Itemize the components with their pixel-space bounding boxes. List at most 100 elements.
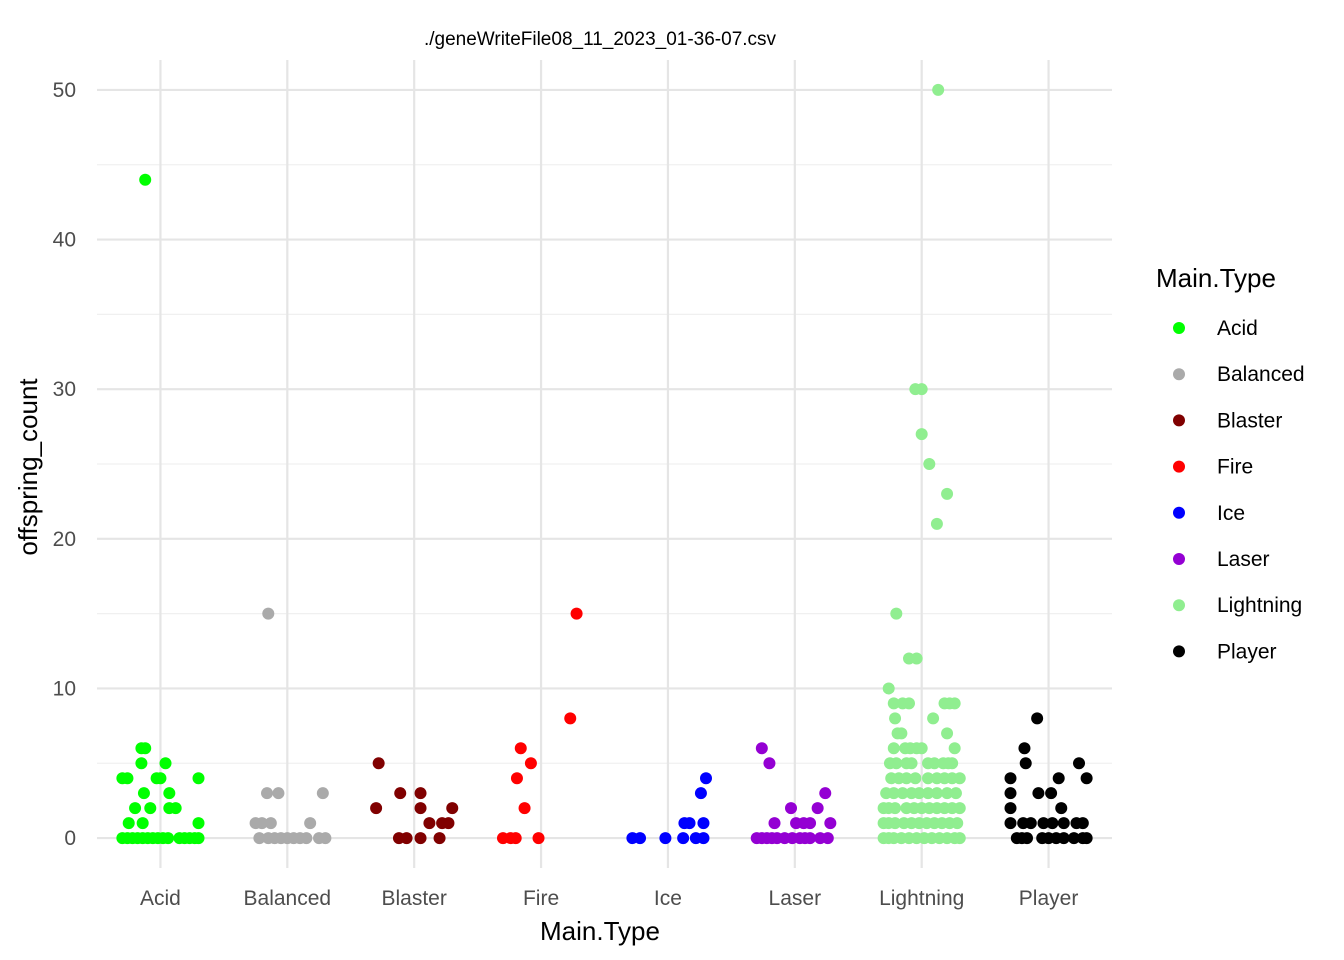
- legend-entries: Acid Balanced Blaster Fire Ice Laser Lightning…: [1173, 317, 1305, 663]
- x-tick-label: Blaster: [382, 887, 447, 910]
- data-point-player: [1031, 712, 1044, 725]
- data-point-lightning: [887, 742, 900, 755]
- data-point-blaster: [446, 802, 459, 815]
- legend-key: [1173, 460, 1185, 473]
- data-point-laser: [804, 832, 817, 845]
- legend-label: Acid: [1217, 317, 1258, 340]
- y-tick-label: 20: [53, 528, 76, 551]
- data-point-player: [1037, 817, 1050, 830]
- data-point-laser: [755, 742, 768, 755]
- data-point-lightning: [900, 772, 913, 785]
- y-axis-ticks: 0 10 20 30 40 50: [53, 79, 76, 850]
- x-tick-label: Player: [1019, 887, 1079, 910]
- data-point-player: [1057, 817, 1070, 830]
- data-point-fire: [524, 757, 537, 770]
- data-point-laser: [785, 802, 798, 815]
- legend-entry-ice: Ice: [1173, 502, 1245, 525]
- data-point-lightning: [889, 712, 902, 725]
- data-point-laser: [811, 802, 824, 815]
- legend-entry-acid: Acid: [1173, 317, 1258, 340]
- legend-entry-laser: Laser: [1173, 548, 1270, 571]
- legend-label: Fire: [1217, 456, 1253, 479]
- data-point-lightning: [932, 83, 945, 96]
- data-point-acid: [163, 787, 176, 800]
- data-point-blaster: [414, 832, 427, 845]
- data-point-player: [1080, 832, 1093, 845]
- data-point-lightning: [922, 787, 935, 800]
- legend-key: [1173, 553, 1185, 565]
- legend-entry-player: Player: [1173, 640, 1277, 663]
- data-point-ice: [694, 787, 707, 800]
- data-point-lightning: [910, 652, 923, 665]
- data-point-acid: [137, 787, 150, 800]
- data-point-acid: [192, 772, 205, 785]
- legend-label: Balanced: [1217, 363, 1305, 386]
- legend-entry-lightning: Lightning: [1173, 594, 1302, 617]
- data-point-player: [1004, 787, 1017, 800]
- legend: Main.Type Acid Balanced Blaster Fire Ice Lase…: [1156, 263, 1305, 663]
- x-tick-label: Acid: [140, 887, 181, 910]
- data-point-acid: [169, 802, 182, 815]
- data-point-lightning: [941, 727, 954, 740]
- data-point-lightning: [915, 383, 928, 396]
- data-point-player: [1045, 787, 1058, 800]
- data-point-blaster: [423, 817, 436, 830]
- data-point-acid: [144, 802, 157, 815]
- data-point-blaster: [414, 802, 427, 815]
- data-point-lightning: [953, 772, 966, 785]
- data-point-lightning: [922, 772, 935, 785]
- x-tick-label: Fire: [523, 887, 559, 910]
- data-point-player: [1019, 757, 1032, 770]
- data-point-lightning: [930, 787, 943, 800]
- x-tick-label: Ice: [654, 887, 682, 910]
- data-point-blaster: [414, 787, 427, 800]
- data-point-lightning: [927, 712, 940, 725]
- data-point-lightning: [923, 458, 936, 470]
- data-point-lightning: [913, 787, 926, 800]
- data-point-player: [1076, 817, 1089, 830]
- data-point-balanced: [304, 817, 317, 830]
- chart-title: ./geneWriteFile08_11_2023_01-36-07.csv: [424, 29, 777, 50]
- data-point-balanced: [319, 832, 332, 845]
- data-point-laser: [763, 757, 776, 770]
- data-point-player: [1073, 757, 1086, 770]
- data-point-ice: [677, 832, 690, 845]
- data-point-lightning: [946, 757, 959, 770]
- data-point-blaster: [372, 757, 385, 770]
- legend-key: [1173, 599, 1185, 612]
- x-tick-label: Lightning: [879, 887, 964, 910]
- data-point-acid: [139, 173, 152, 186]
- data-point-balanced: [261, 787, 274, 800]
- data-point-lightning: [951, 817, 964, 830]
- data-point-acid: [121, 772, 134, 785]
- data-point-lightning: [882, 682, 895, 695]
- data-point-fire: [564, 712, 577, 725]
- legend-entry-fire: Fire: [1173, 456, 1253, 479]
- data-point-player: [1004, 772, 1017, 785]
- legend-key: [1173, 506, 1185, 519]
- data-point-lightning: [953, 832, 966, 845]
- data-point-player: [1020, 832, 1033, 845]
- x-tick-label: Laser: [769, 887, 822, 910]
- legend-label: Laser: [1217, 548, 1270, 571]
- data-point-laser: [804, 817, 817, 830]
- data-point-ice: [659, 832, 672, 845]
- data-point-laser: [821, 832, 834, 845]
- data-point-balanced: [316, 787, 329, 800]
- data-point-lightning: [896, 787, 909, 800]
- data-point-player: [1004, 817, 1017, 830]
- data-point-balanced: [272, 787, 285, 800]
- data-point-player: [1052, 772, 1065, 785]
- data-point-laser: [824, 817, 837, 830]
- data-point-blaster: [442, 817, 455, 830]
- data-point-acid: [192, 817, 205, 830]
- data-point-lightning: [915, 428, 928, 441]
- data-point-lightning: [941, 787, 954, 800]
- x-axis-title: Main.Type: [540, 916, 660, 946]
- data-point-laser: [819, 787, 832, 800]
- y-tick-label: 0: [64, 827, 76, 850]
- data-point-lightning: [887, 697, 900, 710]
- data-point-acid: [154, 772, 167, 785]
- data-point-fire: [509, 832, 522, 845]
